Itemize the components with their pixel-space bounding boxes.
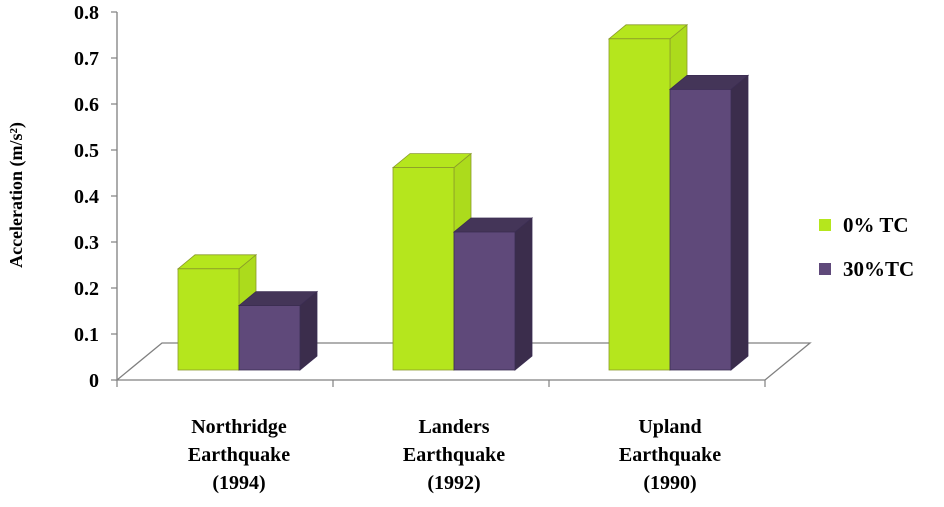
x-category-label-line: Upland	[638, 416, 701, 438]
legend-label: 0% TC	[843, 213, 909, 237]
y-tick-label: 0.2	[74, 278, 99, 300]
y-tick-label: 0.4	[74, 186, 99, 208]
axes: 0 0.1 0.2 0.3 0.4 0.5 0.6 0.7 0.8	[74, 2, 766, 392]
bar-side-face	[514, 217, 533, 371]
legend-swatch	[819, 219, 831, 231]
y-axis-label: Acceleration (m/s²)	[6, 122, 27, 268]
y-tick-label: 0.5	[74, 140, 99, 162]
bar-front-face	[669, 89, 732, 371]
y-tick-label: 0.7	[74, 48, 99, 70]
y-tick-label: 0.1	[74, 324, 99, 346]
x-category-label-line: (1992)	[427, 472, 480, 494]
legend-item: 0% TC	[819, 213, 909, 237]
x-category-label-line: Earthquake	[188, 444, 290, 466]
bar-series2	[668, 74, 750, 371]
x-category-label-line: Landers	[418, 416, 489, 438]
bar-front-face	[177, 268, 240, 371]
bar-front-face	[238, 305, 301, 371]
x-category-label-line: (1990)	[643, 472, 696, 494]
legend-swatch	[819, 263, 831, 275]
bar-front-face	[392, 167, 455, 371]
bar-series2	[237, 290, 319, 371]
bar-front-face	[453, 231, 516, 371]
legend: 0% TC 30%TC	[819, 213, 914, 281]
x-category-label: Landers Earthquake (1992)	[403, 416, 505, 494]
legend-label: 30%TC	[843, 257, 914, 281]
y-tick-label: 0.3	[74, 232, 99, 254]
x-category-label: Upland Earthquake (1990)	[619, 416, 721, 494]
labels: Northridge Earthquake (1994) Landers Earthqu…	[188, 416, 721, 494]
bar-side-face	[730, 74, 749, 371]
bar-front-face	[608, 38, 671, 371]
x-category-label-line: Earthquake	[619, 444, 721, 466]
y-tick-label: 0	[89, 370, 99, 392]
x-category-label: Northridge Earthquake (1994)	[188, 416, 290, 494]
x-category-label-line: Northridge	[191, 416, 287, 438]
x-category-label-line: Earthquake	[403, 444, 505, 466]
y-tick-label: 0.6	[74, 94, 99, 116]
bar-series2	[452, 217, 534, 371]
x-category-label-line: (1994)	[212, 472, 265, 494]
bars	[176, 23, 750, 371]
legend-item: 30%TC	[819, 257, 914, 281]
y-tick-label: 0.8	[74, 2, 99, 24]
